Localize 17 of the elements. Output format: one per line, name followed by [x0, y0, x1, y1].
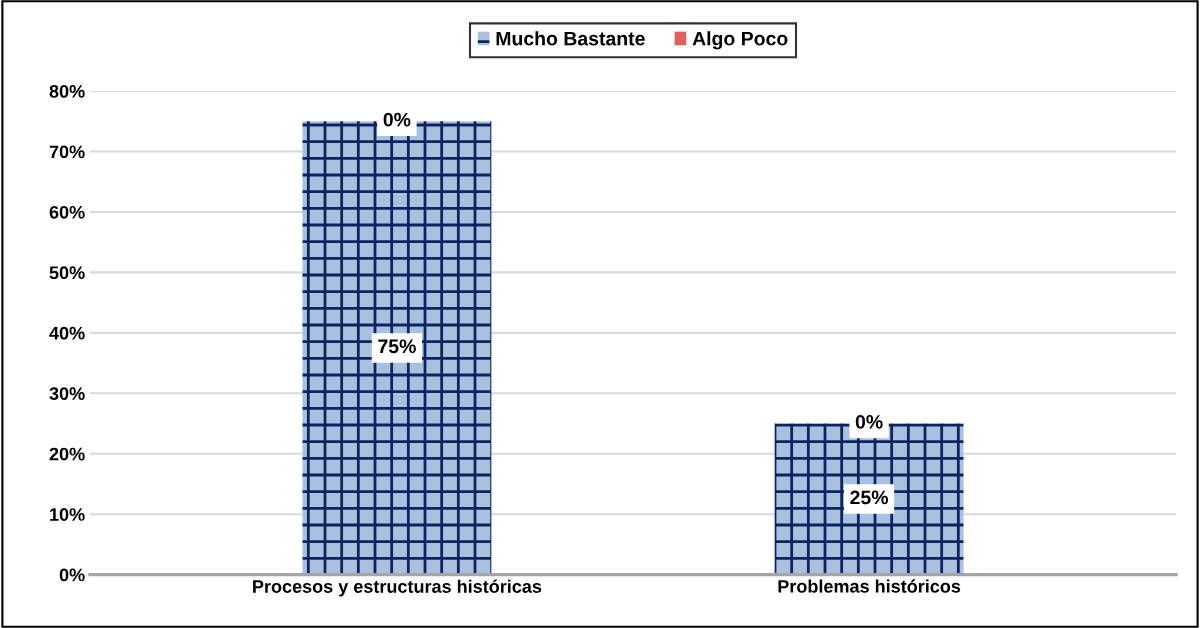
y-tick-label: 30%	[49, 387, 85, 401]
x-tick-label: Procesos y estructuras históricas	[253, 579, 542, 597]
y-tick-label: 70%	[49, 145, 85, 159]
y-tick-label: 50%	[49, 266, 85, 280]
y-tick-label: 40%	[49, 326, 85, 340]
data-label: 75%	[378, 339, 416, 354]
data-label: 0%	[855, 414, 883, 429]
data-label: 0%	[383, 112, 411, 127]
y-tick-label: 0%	[59, 568, 85, 582]
y-tick-label: 20%	[49, 447, 85, 461]
y-tick-label: 80%	[49, 84, 85, 98]
data-label: 25%	[850, 490, 889, 505]
x-tick-label: Problemas históricos	[778, 579, 961, 593]
y-tick-label: 60%	[49, 205, 85, 219]
legend-label: Mucho Bastante	[496, 31, 645, 46]
legend-label: Algo Poco	[692, 31, 788, 50]
y-tick-label: 10%	[50, 508, 85, 521]
